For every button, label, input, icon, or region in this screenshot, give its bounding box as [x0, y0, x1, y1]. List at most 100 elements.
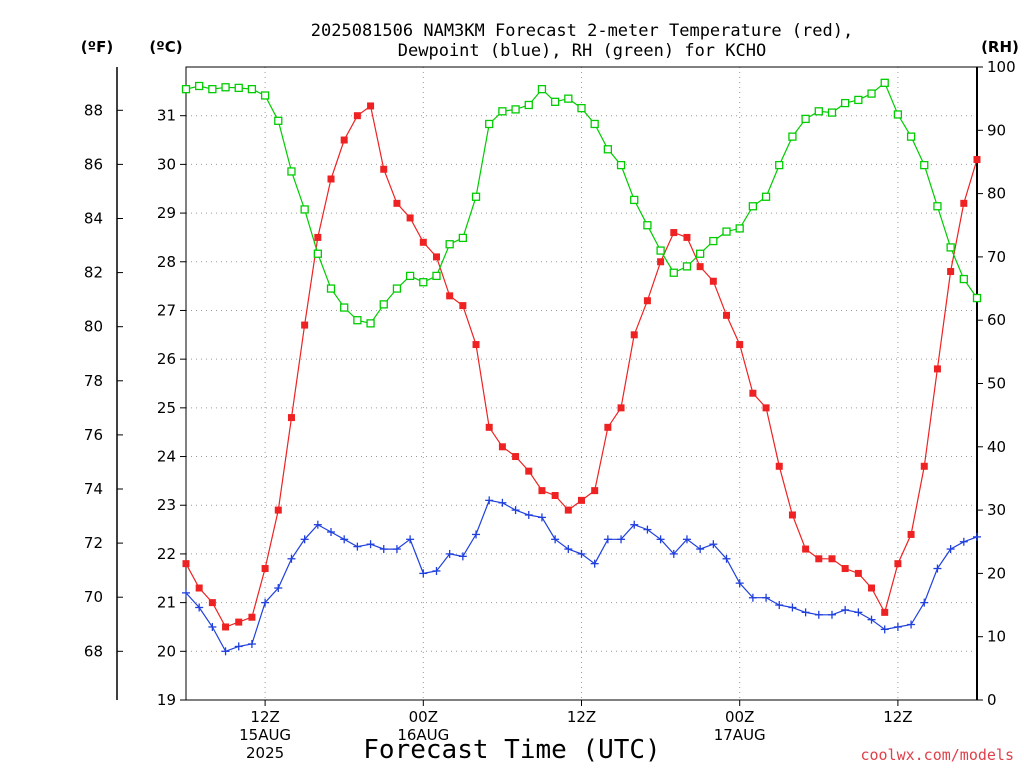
rh-tick-label: 80 — [987, 185, 1006, 203]
fahrenheit-tick-label: 72 — [84, 534, 103, 552]
temperature-point — [762, 404, 770, 412]
dewpoint-point — [788, 603, 797, 612]
rh-point — [906, 132, 916, 141]
time-tick-label: 12Z — [883, 708, 912, 726]
celsius-tick-label: 31 — [157, 107, 176, 125]
rh-point — [827, 108, 837, 117]
rh-point — [181, 85, 191, 94]
rh-point — [564, 94, 573, 103]
temperature-point — [538, 487, 546, 495]
plot-frame — [185, 66, 978, 701]
dewpoint-point — [669, 549, 678, 558]
temperature-point — [894, 560, 902, 568]
dewpoint-point — [867, 615, 876, 624]
rh-tick-label: 90 — [987, 121, 1006, 139]
rh-point — [933, 202, 942, 211]
temperature-point — [920, 462, 928, 470]
temperature-point — [393, 199, 401, 207]
rh-point — [616, 160, 626, 170]
dewpoint-point — [392, 545, 401, 554]
temperature-red-line — [185, 104, 978, 628]
temperature-point — [525, 467, 533, 475]
rh-point — [577, 103, 586, 113]
rh-point — [274, 116, 283, 125]
dewpoint-point — [287, 554, 296, 563]
rh-point — [247, 85, 257, 94]
rh-point — [603, 145, 613, 154]
rh-point — [208, 85, 217, 94]
temperature-point — [261, 565, 269, 573]
dewpoint-point — [722, 554, 731, 563]
temperature-point — [327, 175, 335, 183]
rh-point — [801, 114, 810, 124]
dewpoint-point — [511, 506, 520, 515]
dewpoint-point — [406, 535, 415, 544]
temperature-point — [498, 443, 506, 451]
temperature-point — [670, 229, 678, 237]
rh-point — [458, 233, 468, 243]
fahrenheit-axis-heading: (ºF) — [81, 38, 113, 56]
dewpoint-point — [247, 640, 256, 649]
rh-tick-label: 60 — [987, 311, 1006, 329]
dewpoint-point — [933, 564, 942, 573]
time-tick-label: 2025 — [246, 744, 284, 762]
dewpoint-point — [959, 537, 968, 546]
rh-point — [722, 227, 731, 236]
chart-title-line-1: 2025081506 NAM3KM Forecast 2-meter Tempe… — [311, 21, 853, 41]
rh-point — [195, 81, 204, 91]
temperature-point — [208, 599, 216, 607]
dewpoint-point — [643, 525, 652, 534]
dewpoint-point — [195, 603, 204, 612]
rh-point — [366, 319, 375, 328]
dewpoint-point — [419, 569, 428, 578]
dewpoint-point — [551, 535, 560, 544]
celsius-tick-label: 29 — [157, 204, 176, 222]
dewpoint-point — [973, 532, 981, 541]
fahrenheit-tick-label: 84 — [84, 209, 103, 227]
temperature-point — [367, 102, 375, 110]
temperature-point — [274, 506, 282, 514]
celsius-tick-labels: 19 20 21 22 23 24 25 26 27 28 29 30 31 — [157, 107, 186, 709]
temperature-point — [815, 555, 823, 563]
rh-point — [682, 262, 692, 271]
dewpoint-point — [735, 579, 744, 588]
dewpoint-point — [946, 545, 955, 554]
temperature-red-markers — [182, 102, 981, 631]
temperature-point — [788, 511, 796, 519]
x-axis-label: Forecast Time (UTC) — [363, 735, 660, 765]
rh-point — [748, 202, 758, 211]
temperature-point — [775, 462, 783, 470]
dewpoint-point — [630, 520, 639, 529]
dewpoint-point — [261, 598, 270, 607]
fahrenheit-tick-label: 68 — [84, 642, 103, 660]
celsius-tick-label: 24 — [157, 448, 176, 466]
rh-point — [893, 110, 903, 119]
rh-point — [326, 284, 336, 293]
rh-tick-label: 40 — [987, 438, 1006, 456]
dewpoint-point — [656, 535, 665, 544]
celsius-tick-label: 23 — [157, 496, 176, 514]
temperature-point — [222, 623, 230, 631]
temperature-point — [235, 618, 243, 626]
dewpoint-point — [893, 622, 902, 631]
temperature-point — [973, 156, 981, 164]
rh-point — [972, 293, 982, 303]
temperature-point — [432, 253, 440, 261]
temperature-point — [248, 613, 256, 621]
time-tick-label: 16AUG — [397, 726, 449, 744]
celsius-tick-label: 26 — [157, 350, 176, 368]
fahrenheit-tick-label: 78 — [84, 372, 103, 390]
celsius-tick-label: 20 — [157, 642, 176, 660]
dewpoint-point — [353, 542, 362, 551]
rh-point — [471, 192, 481, 201]
temperature-point — [933, 365, 941, 373]
temperature-point — [736, 341, 744, 349]
rh-point — [590, 119, 599, 129]
dewpoint-point — [748, 593, 757, 602]
rh-axis-heading: (RH) — [981, 38, 1019, 56]
dewpoint-point — [564, 545, 573, 554]
fahrenheit-tick-label: 70 — [84, 588, 103, 606]
temperature-point — [380, 165, 388, 173]
